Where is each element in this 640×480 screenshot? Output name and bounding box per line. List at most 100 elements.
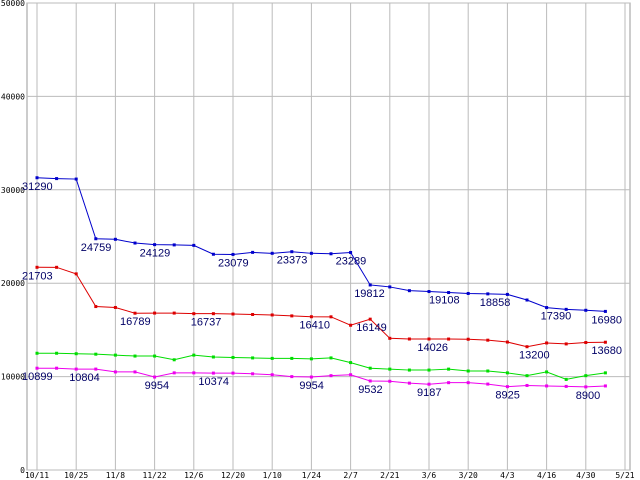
data-point <box>603 309 607 313</box>
data-point <box>447 381 451 385</box>
data-point <box>270 373 274 377</box>
data-point <box>505 385 509 389</box>
data-label: 31290 <box>22 181 53 193</box>
data-point <box>584 374 588 378</box>
data-point <box>133 370 137 374</box>
data-point <box>447 367 451 371</box>
data-point <box>368 366 372 370</box>
data-point <box>427 382 431 386</box>
data-point <box>192 353 196 357</box>
data-label: 19108 <box>429 295 460 307</box>
data-point <box>211 252 215 256</box>
data-point <box>584 308 588 312</box>
data-label: 21703 <box>22 270 53 282</box>
data-point <box>427 368 431 372</box>
x-tick-label: 2/7 <box>343 471 358 480</box>
data-point <box>407 368 411 372</box>
data-point <box>505 292 509 296</box>
data-point <box>505 340 509 344</box>
data-point <box>309 251 313 255</box>
data-point <box>525 298 529 302</box>
data-point <box>603 340 607 344</box>
data-labels: 31290 24759 24129 23079 23373 23289 19812 19108… <box>22 181 622 402</box>
data-label: 23289 <box>336 255 367 267</box>
data-point <box>564 384 568 388</box>
y-tick-label: 20000 <box>1 279 25 288</box>
x-tick-label: 3/6 <box>422 471 437 480</box>
data-label: 13680 <box>591 345 622 357</box>
data-point <box>349 361 353 365</box>
y-axis-ticks: 0 10000 20000 30000 40000 50000 <box>1 0 25 475</box>
data-point <box>251 372 255 376</box>
data-point <box>603 371 607 375</box>
series-line <box>36 266 606 348</box>
data-point <box>447 291 451 295</box>
x-tick-label: 1/24 <box>302 471 321 480</box>
x-tick-label: 10/25 <box>64 471 88 480</box>
data-label: 18858 <box>480 297 511 309</box>
data-point <box>545 341 549 345</box>
x-tick-label: 1/10 <box>263 471 282 480</box>
data-point <box>113 370 117 374</box>
data-point <box>388 379 392 383</box>
data-label: 16149 <box>356 322 387 334</box>
data-point <box>94 305 98 309</box>
x-tick-label: 4/3 <box>500 471 515 480</box>
data-label: 9954 <box>299 380 323 392</box>
data-label: 9954 <box>145 380 169 392</box>
data-point <box>466 337 470 341</box>
data-point <box>368 379 372 383</box>
data-point <box>251 312 255 316</box>
data-point <box>564 377 568 381</box>
data-point <box>309 375 313 379</box>
data-point <box>192 243 196 247</box>
data-label: 8925 <box>495 390 519 402</box>
data-point <box>270 313 274 317</box>
data-point <box>290 356 294 360</box>
data-point <box>133 241 137 245</box>
data-point <box>270 251 274 255</box>
data-point <box>153 243 157 247</box>
data-point <box>113 353 117 357</box>
data-point <box>211 312 215 316</box>
series-line <box>36 367 606 388</box>
data-point <box>251 356 255 360</box>
data-point <box>270 356 274 360</box>
data-point <box>545 306 549 310</box>
data-point <box>466 381 470 385</box>
data-point <box>172 358 176 362</box>
data-point <box>133 354 137 358</box>
data-point <box>525 345 529 349</box>
data-label: 23373 <box>277 255 308 267</box>
data-point <box>192 312 196 316</box>
data-point <box>545 370 549 374</box>
data-point <box>368 317 372 321</box>
data-point <box>94 237 98 241</box>
data-point <box>35 351 39 355</box>
data-label: 24129 <box>140 248 171 260</box>
data-point <box>407 289 411 293</box>
data-point <box>368 283 372 287</box>
data-point <box>545 384 549 388</box>
data-point <box>564 307 568 311</box>
data-point <box>74 272 78 276</box>
data-point <box>35 265 39 269</box>
x-tick-label: 5/21 <box>615 471 634 480</box>
data-label: 9187 <box>417 387 441 399</box>
grid <box>26 2 631 471</box>
data-point <box>113 305 117 309</box>
plot-frame <box>26 2 631 471</box>
data-point <box>447 337 451 341</box>
data-point <box>153 375 157 379</box>
data-point <box>603 384 607 388</box>
data-point <box>35 366 39 370</box>
data-point <box>427 290 431 294</box>
series-line <box>37 352 606 380</box>
data-point <box>525 383 529 387</box>
data-point <box>133 311 137 315</box>
data-label: 9532 <box>358 384 382 396</box>
data-point <box>192 371 196 375</box>
data-label: 10899 <box>22 371 53 383</box>
